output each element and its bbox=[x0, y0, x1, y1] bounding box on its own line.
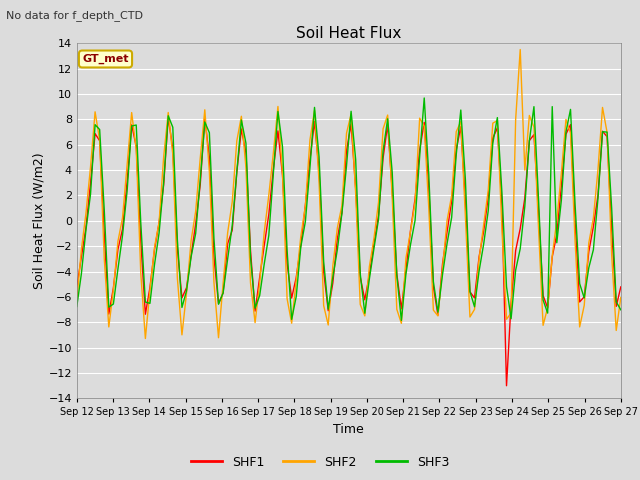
Text: No data for f_depth_CTD: No data for f_depth_CTD bbox=[6, 10, 143, 21]
SHF3 bbox=[617, 307, 625, 312]
SHF2 bbox=[73, 298, 81, 304]
SHF1 bbox=[164, 114, 172, 120]
SHF3 bbox=[397, 317, 405, 323]
Text: GT_met: GT_met bbox=[82, 54, 129, 64]
SHF3 bbox=[188, 254, 195, 260]
SHF1 bbox=[224, 241, 232, 247]
SHF3 bbox=[512, 267, 520, 273]
SHF2 bbox=[452, 129, 460, 134]
SHF2 bbox=[380, 126, 387, 132]
SHF2 bbox=[508, 310, 515, 316]
SHF1 bbox=[502, 383, 510, 389]
SHF3 bbox=[374, 216, 382, 222]
SHF1 bbox=[512, 248, 520, 253]
SHF3 bbox=[457, 107, 465, 113]
Line: SHF1: SHF1 bbox=[77, 117, 621, 386]
SHF2 bbox=[617, 295, 625, 300]
SHF2 bbox=[608, 252, 616, 258]
SHF1 bbox=[192, 221, 200, 227]
SHF3 bbox=[608, 205, 616, 211]
SHF2 bbox=[141, 336, 149, 341]
SHF1 bbox=[73, 284, 81, 290]
Line: SHF3: SHF3 bbox=[77, 98, 621, 320]
SHF1 bbox=[452, 147, 460, 153]
Legend: SHF1, SHF2, SHF3: SHF1, SHF2, SHF3 bbox=[186, 451, 454, 474]
SHF2 bbox=[516, 47, 524, 52]
SHF2 bbox=[224, 230, 232, 236]
SHF2 bbox=[192, 208, 200, 214]
Title: Soil Heat Flux: Soil Heat Flux bbox=[296, 25, 401, 41]
SHF1 bbox=[380, 155, 387, 161]
Y-axis label: Soil Heat Flux (W/m2): Soil Heat Flux (W/m2) bbox=[33, 153, 45, 289]
SHF1 bbox=[617, 284, 625, 290]
SHF3 bbox=[420, 95, 428, 101]
SHF1 bbox=[608, 226, 616, 232]
SHF3 bbox=[220, 290, 227, 296]
SHF3 bbox=[73, 304, 81, 310]
Line: SHF2: SHF2 bbox=[77, 49, 621, 338]
X-axis label: Time: Time bbox=[333, 423, 364, 436]
